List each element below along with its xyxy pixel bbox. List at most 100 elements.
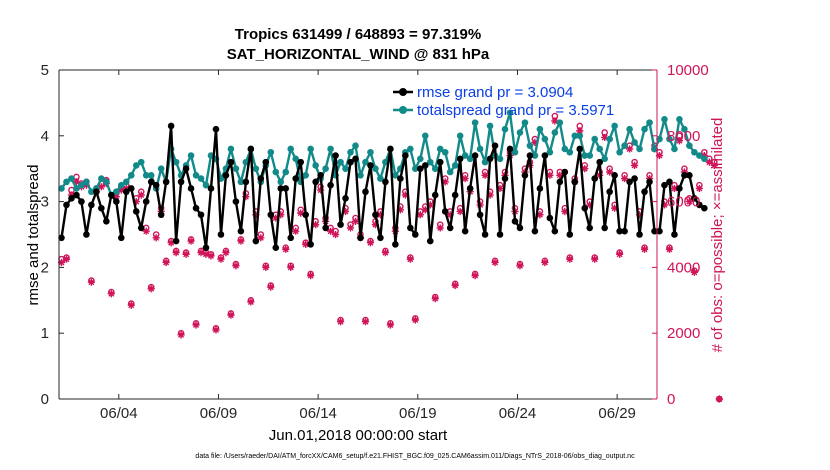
series-rmse-point (681, 171, 688, 179)
series-totalspread-point (137, 158, 145, 166)
legend: rmse grand pr = 3.0904 totalspread grand… (393, 84, 614, 119)
series-totalspread-point (202, 181, 210, 189)
series-totalspread-point (506, 109, 514, 117)
series-totalspread-point (352, 142, 359, 149)
obs-assimilated-point (292, 227, 300, 235)
x-tick-label: 06/29 (598, 405, 636, 422)
series-totalspread-point (157, 165, 165, 172)
series-rmse-point (556, 178, 564, 186)
obs-assimilated-point (635, 211, 644, 219)
series-rmse-point (436, 158, 444, 166)
series-rmse-point (451, 191, 459, 199)
series-rmse-point (113, 198, 120, 205)
series-rmse (58, 122, 708, 251)
series-totalspread-point (461, 152, 469, 159)
series-totalspread-point (287, 145, 295, 153)
series-totalspread-point (68, 175, 75, 182)
series-rmse-point (98, 204, 105, 212)
series-totalspread-point (357, 171, 364, 179)
obs-assimilated-point (302, 240, 310, 248)
series-rmse-point (576, 145, 584, 153)
series-rmse-point (466, 185, 474, 192)
obs-assimilated-point (272, 214, 280, 222)
series-rmse-point (352, 155, 359, 163)
obs-assimilated-point (431, 295, 439, 303)
obs-assimilated-point (187, 237, 195, 245)
series-rmse-point (646, 178, 653, 186)
obs-assimilated-point (536, 211, 544, 219)
series-rmse-point (262, 158, 270, 166)
obs-assimilated-point (97, 183, 105, 191)
series-rmse-point (626, 178, 633, 186)
series-rmse-point (108, 191, 115, 199)
series-totalspread-point (566, 148, 574, 156)
series-rmse-point (132, 208, 140, 215)
series-rmse-point (222, 171, 230, 179)
series-rmse-point (187, 185, 195, 192)
series-totalspread-point (327, 145, 334, 153)
series-layer (57, 109, 723, 403)
obs-assimilated-point (461, 174, 469, 183)
obs-assimilated-point (561, 207, 569, 216)
series-totalspread-point (98, 175, 105, 182)
series-totalspread-point (392, 171, 399, 179)
series-rmse-point (237, 227, 245, 235)
series-rmse-point (147, 178, 155, 186)
series-totalspread-point (147, 171, 155, 179)
series-rmse-point (367, 162, 374, 169)
series-totalspread-point (197, 175, 205, 182)
series-rmse-point (441, 208, 449, 215)
obs-assimilated-point (257, 234, 265, 242)
series-totalspread-point (307, 145, 314, 153)
series-rmse-point (541, 152, 549, 159)
series-rmse-point (392, 241, 399, 248)
obs-assimilated-point (586, 201, 594, 209)
series-totalspread-point (486, 122, 494, 130)
series-rmse-point (157, 211, 165, 219)
series-rmse-point (421, 162, 429, 169)
obs-assimilated-point (486, 191, 494, 199)
obs-assimilated-point (142, 227, 150, 235)
series-totalspread-point (586, 152, 594, 159)
y2-tick-label: 2000 (667, 325, 700, 342)
series-rmse-point (591, 175, 599, 182)
obs-assimilated-point (655, 151, 664, 160)
series-totalspread-point (122, 178, 130, 186)
series-rmse-point (656, 227, 663, 235)
obs-assimilated-point (695, 184, 703, 193)
obs-assimilated-point (307, 272, 315, 280)
y-tick-label: 0 (41, 391, 49, 408)
obs-assimilated-point (172, 248, 180, 257)
obs-assimilated-point (212, 326, 220, 334)
series-totalspread-point (103, 178, 110, 186)
legend-spread-marker (399, 106, 407, 114)
x-tick-label: 06/04 (100, 405, 138, 422)
series-totalspread-point (83, 178, 90, 186)
series-totalspread-point (342, 165, 349, 172)
obs-assimilated-point (341, 207, 350, 216)
series-totalspread-point (446, 168, 454, 176)
series-totalspread-point (561, 145, 569, 153)
series-totalspread-point (631, 139, 638, 146)
series-totalspread-point (117, 181, 125, 189)
series-rmse-point (362, 188, 369, 196)
series-totalspread-point (641, 125, 648, 133)
series-rmse-point (172, 237, 180, 245)
obs-assimilated-point (346, 224, 355, 232)
series-totalspread-point (113, 188, 120, 196)
y2-axis-label: # of obs: o=possible; ×=assimilated (709, 118, 726, 353)
series-totalspread-point (611, 122, 618, 130)
series-rmse-point (162, 178, 170, 186)
obs-assimilated-point (72, 178, 81, 186)
series-rmse-point (192, 204, 200, 212)
series-rmse-point (177, 178, 185, 186)
series-rmse-point (581, 204, 589, 212)
series-rmse-point (691, 195, 698, 202)
series-totalspread-point (377, 175, 384, 182)
obs-assimilated-point (411, 316, 419, 324)
series-rmse-point (516, 224, 524, 232)
series-totalspread-point (142, 171, 150, 179)
obs-assimilated-point (685, 198, 693, 206)
series-rmse-point (347, 158, 354, 166)
